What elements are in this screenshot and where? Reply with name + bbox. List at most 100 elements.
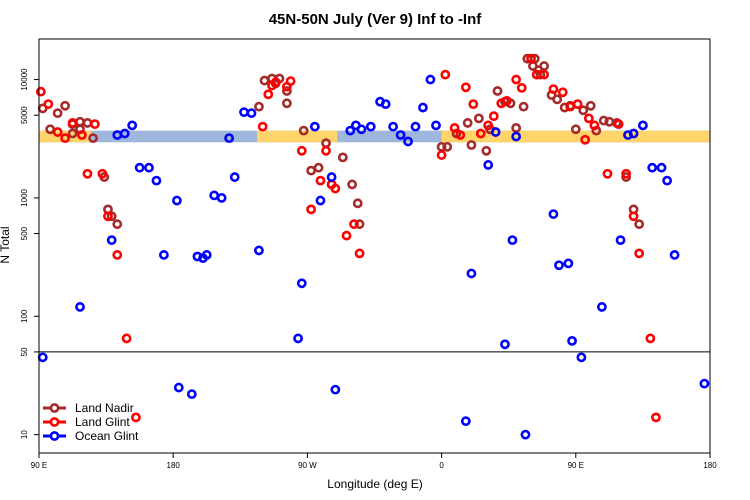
ocean-glint-point — [254, 245, 264, 256]
ocean-glint-point — [662, 175, 673, 186]
land-glint-point — [121, 333, 132, 344]
ocean-glint-point — [127, 120, 138, 131]
land-glint-point — [460, 82, 471, 93]
land-glint-point — [557, 87, 568, 98]
land-nadir-point — [75, 116, 85, 127]
land-glint-point — [511, 74, 522, 85]
ocean-glint-point — [460, 416, 471, 427]
legend-item-land-nadir: Land Nadir — [43, 401, 134, 415]
ocean-glint-point — [309, 121, 320, 132]
y-tick-label: 50 — [20, 347, 29, 356]
land-glint-point — [539, 69, 550, 80]
land-glint-point — [468, 99, 479, 110]
legend-label: Land Glint — [75, 415, 130, 429]
land-nadir-point — [473, 113, 484, 124]
land-glint-point — [76, 130, 87, 140]
data-points — [35, 53, 710, 440]
ocean-glint-point — [656, 162, 667, 173]
ocean-glint-point — [548, 209, 559, 219]
land-glint-point — [516, 82, 527, 93]
land-glint-point — [526, 53, 536, 64]
ocean-glint-point — [388, 121, 399, 132]
land-glint-point — [131, 412, 141, 423]
ocean-glint-point — [466, 268, 477, 279]
x-tick-label: 90 E — [568, 461, 584, 470]
ocean-glint-point — [106, 235, 117, 246]
land-nadir-point — [67, 128, 78, 139]
land-glint-point — [296, 145, 307, 156]
land-glint-point — [60, 133, 70, 144]
land-glint-point — [349, 219, 359, 230]
ocean-glint-point — [296, 278, 307, 289]
y-tick-label: 1000 — [20, 188, 29, 206]
land-glint-point — [67, 118, 78, 128]
land-nadir-point — [535, 69, 546, 80]
ocean-glint-point — [119, 128, 130, 139]
land-nadir-point — [462, 118, 473, 128]
ocean-glint-point — [229, 172, 240, 182]
land-nadir-point — [604, 116, 615, 127]
ocean-glint-point — [490, 127, 501, 137]
ocean-glint-point — [326, 172, 337, 182]
land-nadir-point — [347, 179, 358, 190]
land-nadir-point — [106, 211, 117, 222]
ocean-mask-segment — [39, 130, 710, 143]
land-glint-point — [90, 119, 100, 130]
land-nadir-point — [552, 94, 563, 105]
ocean-glint-point — [596, 302, 607, 312]
ocean-glint-point — [75, 302, 85, 312]
y-tick-label: 100 — [20, 309, 29, 323]
x-tick-label: 90 E — [31, 461, 47, 470]
y-tick-label: 500 — [20, 226, 29, 240]
land-nadir-point — [442, 141, 453, 152]
land-ocean-mask-band — [39, 130, 710, 143]
y-tick-label: 10 — [20, 430, 29, 439]
land-nadir-point — [529, 53, 540, 64]
ocean-glint-point — [425, 74, 436, 85]
ocean-glint-point — [365, 121, 376, 132]
land-nadir-point — [259, 75, 270, 86]
land-glint-point — [501, 95, 512, 106]
ocean-glint-series — [37, 74, 710, 440]
ocean-glint-point — [507, 235, 518, 246]
land-nadir-point — [88, 133, 98, 144]
land-nadir-point — [281, 98, 292, 109]
land-nadir-point — [352, 198, 363, 209]
ocean-glint-point — [628, 128, 639, 139]
y-axis: 10 50 100 500 1000 5000 10000 — [20, 68, 39, 439]
ocean-glint-point — [173, 382, 184, 393]
y-tick-label: 10000 — [20, 68, 29, 91]
ocean-glint-point — [246, 108, 257, 119]
land-glint-point — [97, 168, 108, 179]
ocean-glint-point — [576, 352, 587, 363]
land-glint-point — [589, 120, 600, 131]
land-glint-point — [306, 204, 317, 215]
land-nadir-point — [511, 123, 522, 133]
y-tick-label: 5000 — [20, 106, 29, 124]
ocean-glint-point — [315, 195, 326, 206]
legend-swatch-marker — [49, 431, 60, 441]
ocean-glint-point — [431, 120, 441, 131]
ocean-glint-point — [186, 389, 197, 400]
plot-frame — [38, 38, 711, 454]
ocean-glint-point — [520, 429, 531, 440]
ocean-glint-point — [699, 378, 710, 389]
ocean-glint-point — [483, 160, 494, 170]
ocean-glint-point — [293, 333, 303, 344]
land-nadir-point — [60, 100, 70, 111]
land-mask-segment — [39, 130, 92, 143]
y-axis-label: N Total — [0, 226, 12, 263]
x-tick-label: 0 — [439, 461, 444, 470]
ocean-glint-point — [554, 260, 564, 271]
land-nadir-point — [298, 125, 309, 136]
land-glint-series — [35, 53, 661, 423]
land-glint-point — [651, 412, 661, 423]
land-glint-point — [455, 130, 466, 140]
land-nadir-point — [337, 152, 348, 163]
ocean-glint-point — [563, 258, 574, 269]
ocean-glint-point — [418, 102, 428, 113]
ocean-glint-point — [647, 162, 658, 173]
ocean-glint-point — [144, 162, 154, 173]
